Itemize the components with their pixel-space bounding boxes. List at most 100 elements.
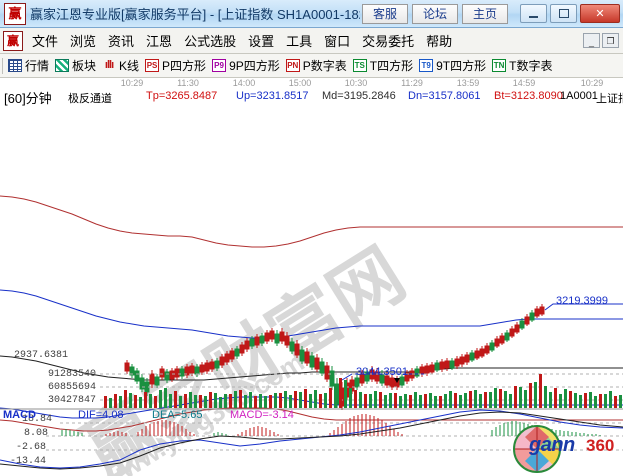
title-bar: 赢 赢家江恩专业版[赢家服务平台] - [上证指数 SH1A0001-182[6… (0, 0, 623, 28)
maximize-icon (558, 9, 569, 18)
toolbar-button-t-number-table[interactable]: TN T数字表 (489, 55, 555, 77)
volume-panel (100, 373, 623, 408)
band-tp (0, 195, 623, 248)
homepage-button[interactable]: 主页 (462, 3, 508, 24)
close-button[interactable]: ✕ (580, 4, 620, 23)
volume-axis-label-2: 30427847 (48, 395, 97, 406)
time-label-0: 10:29 (120, 78, 144, 88)
title-bar-buttons: 客服 论坛 主页 (362, 3, 512, 24)
minimize-button[interactable] (520, 4, 547, 23)
toolbar-label-p-number-table: P数字表 (302, 59, 347, 73)
menu-item-news[interactable]: 资讯 (108, 34, 135, 49)
indicator-param-tp: Tp=3265.8487 (146, 90, 218, 102)
price-axis-low-label: 2937.6381 (14, 350, 69, 361)
macd-panel (0, 408, 623, 470)
minimize-icon (529, 15, 538, 18)
macd-axis-label-2: -2.68 (16, 442, 47, 453)
toolbar-label-quotes: 行情 (25, 59, 50, 73)
macd-dif-value: DIF=4.08 (78, 409, 124, 421)
indicator-param-dn: Dn=3157.8061 (408, 90, 481, 102)
menu-logo-icon: 赢 (3, 30, 23, 51)
menu-item-settings[interactable]: 设置 (248, 34, 275, 49)
volume-axis-label-0: 91283540 (48, 369, 97, 380)
menu-item-window[interactable]: 窗口 (324, 34, 351, 49)
candlestick-series (124, 304, 545, 410)
leader-arrow (394, 378, 400, 383)
indicator-param-up: Up=3231.8517 (236, 90, 309, 102)
time-label-4: 10:30 (344, 78, 368, 88)
band-up (0, 289, 623, 339)
macd-macd-value: MACD=-3.14 (230, 409, 294, 421)
support-button[interactable]: 客服 (362, 3, 408, 24)
macd-dea-value: DEA=5.65 (152, 409, 203, 421)
toolbar-label-kline: K线 (119, 59, 140, 73)
candlestick-icon: ıllı (104, 59, 114, 71)
macd-histogram (61, 414, 601, 436)
mid-price-label: 3044.3501 (356, 366, 408, 378)
toolbar-button-p-square[interactable]: PS P四方形 (142, 55, 209, 77)
toolbar-button-t-square[interactable]: TS T四方形 (350, 55, 416, 77)
chart-area[interactable]: 赢家财富网 www.ying360.com 10:29 11:30 14:00 … (0, 78, 623, 476)
band-bt (0, 407, 623, 432)
volume-bars (104, 374, 622, 408)
window-controls: ✕ (517, 4, 620, 23)
window-title: 赢家江恩专业版[赢家服务平台] - [上证指数 SH1A0001-182[6 (30, 7, 360, 22)
forum-button[interactable]: 论坛 (412, 3, 458, 24)
maximize-button[interactable] (550, 4, 577, 23)
t9-icon: T9 (419, 59, 434, 72)
menu-item-help[interactable]: 帮助 (426, 34, 453, 49)
ps-icon: PS (145, 59, 160, 72)
logo-circle (513, 425, 561, 473)
toolbar-button-p9-square[interactable]: P9 9P四方形 (209, 55, 283, 77)
macd-dea-line (0, 411, 623, 470)
price-chart-svg (0, 195, 623, 470)
menu-item-tools[interactable]: 工具 (286, 34, 313, 49)
time-label-5: 11:29 (401, 78, 423, 88)
period-label[interactable]: [60]分钟 (4, 91, 52, 106)
toolbar-label-t9-square: 9T四方形 (436, 59, 487, 73)
indicator-info-line: 极反通道 Tp=3265.8487 Up=3231.8517 Md=3195.2… (0, 90, 623, 105)
tn-icon: TN (492, 59, 507, 72)
volume-axis-label-1: 60855694 (48, 382, 97, 393)
menu-item-trade-order[interactable]: 交易委托 (362, 34, 415, 49)
mdi-window-controls: _ ❐ (581, 33, 619, 48)
menu-item-gann[interactable]: 江恩 (146, 34, 173, 49)
mdi-restore-button[interactable]: ❐ (602, 33, 619, 48)
toolbar-label-p-square: P四方形 (162, 59, 207, 73)
p9-icon: P9 (212, 59, 227, 72)
time-label-3: 15:00 (288, 78, 312, 88)
ts-icon: TS (352, 59, 367, 72)
indicator-name: 极反通道 (68, 93, 112, 105)
gann360-logo: gann 360 (497, 425, 621, 473)
logo-text-360: 360 (586, 436, 615, 455)
right-price-label: 3219.3999 (556, 295, 608, 307)
app-logo-icon: 赢 (4, 2, 26, 25)
stock-name: 上证指 (596, 93, 623, 105)
menu-item-file[interactable]: 文件 (32, 34, 59, 49)
block-icon (55, 59, 70, 72)
time-label-1: 11:30 (177, 78, 199, 88)
toolbar-button-t9-square[interactable]: T9 9T四方形 (416, 55, 489, 77)
menu-item-formula-stock-pick[interactable]: 公式选股 (184, 34, 237, 49)
toolbar-label-p9-square: 9P四方形 (229, 59, 280, 73)
logo-text-gann: gann (529, 434, 575, 456)
grid-icon (8, 59, 22, 72)
toolbar-button-kline[interactable]: ıllı K线 (99, 55, 142, 77)
leader-right (544, 303, 623, 311)
toolbar-label-sector: 板块 (72, 59, 97, 73)
mdi-minimize-button[interactable]: _ (583, 33, 600, 48)
toolbar: 行情 板块 ıllı K线 PS P四方形 P9 9P四方形 PN P数字表 T… (0, 54, 623, 78)
toolbar-button-quotes[interactable]: 行情 (5, 55, 52, 77)
toolbar-button-sector[interactable]: 板块 (52, 55, 99, 77)
menu-bar: 赢 文件 浏览 资讯 江恩 公式选股 设置 工具 窗口 交易委托 帮助 _ ❐ (0, 28, 623, 54)
toolbar-button-p-number-table[interactable]: PN P数字表 (283, 55, 350, 77)
time-label-7: 14:59 (512, 78, 536, 88)
gann360-logo-mark (513, 425, 561, 473)
indicator-param-md: Md=3195.2846 (322, 90, 396, 102)
toolbar-label-t-square: T四方形 (369, 59, 414, 73)
toolbar-separator (2, 57, 3, 74)
time-label-8: 10:29 (580, 78, 604, 88)
pn-icon: PN (285, 59, 300, 72)
menu-item-browse[interactable]: 浏览 (70, 34, 97, 49)
